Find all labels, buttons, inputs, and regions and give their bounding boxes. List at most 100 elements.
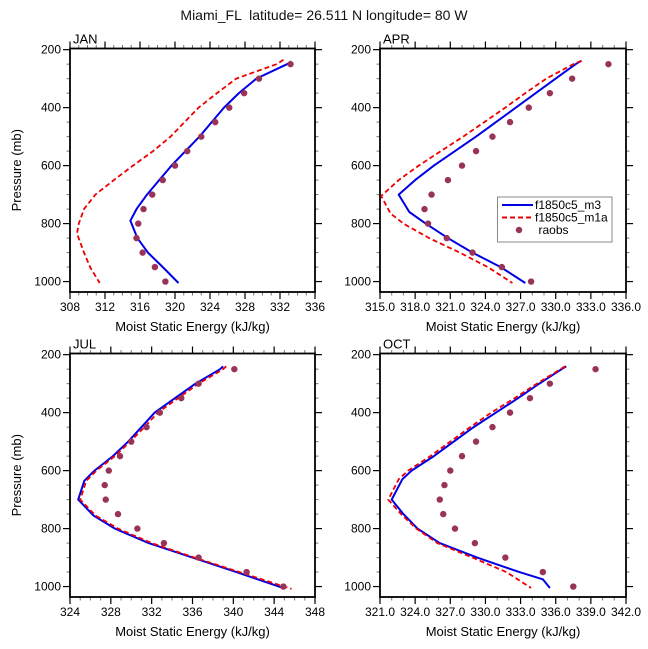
y-tick-labels: 200 400 600 800 1000 — [344, 348, 371, 594]
data-point — [226, 104, 233, 111]
y-tick-label: 800 — [41, 522, 61, 536]
x-tick-label: 308 — [60, 300, 80, 314]
panel-jan-month-label: JAN — [73, 32, 98, 47]
data-point — [149, 191, 156, 198]
y-tick-label: 600 — [351, 159, 371, 173]
y-tick-labels: 200 400 600 800 1000 — [34, 348, 61, 594]
data-point — [502, 554, 509, 561]
x-tick-label: 330.0 — [541, 300, 571, 314]
panel-jul-plot-area: 324 328 332 336 340 344 348 200 400 600 800 1000 — [34, 346, 325, 619]
data-point — [428, 191, 435, 198]
data-point — [526, 394, 534, 402]
panel-oct-month-label: OCT — [383, 337, 411, 352]
x-tick-labels: 324 328 332 336 340 344 348 — [60, 605, 325, 619]
x-tick-label: 333.0 — [576, 300, 606, 314]
x-tick-label: 315.0 — [365, 300, 395, 314]
x-tick-label: 318.0 — [400, 300, 430, 314]
panel-jan-plot-area: 308 312 316 320 324 328 332 336 200 400 600 800 1000 — [34, 41, 325, 314]
data-point — [162, 278, 169, 285]
data-point — [287, 60, 294, 68]
data-point — [436, 496, 443, 503]
data-point — [101, 481, 108, 489]
panel-jan: JAN Pressure (mb) Moist Static Energy (k… — [9, 32, 325, 335]
major-ticks — [63, 346, 322, 604]
plot-frame — [69, 47, 316, 293]
x-tick-label: 336 — [305, 300, 325, 314]
data-point — [546, 89, 554, 97]
panel-apr-month-label: APR — [383, 32, 410, 47]
y-tick-label: 200 — [351, 43, 371, 57]
data-point — [159, 176, 166, 184]
data-point — [184, 147, 191, 155]
panel-jul: JUL Pressure (mb) Moist Static Energy (k… — [9, 337, 325, 640]
data-point — [447, 467, 454, 474]
panel-oct-plot-area: 321.0 324.0 327.0 330.0 333.0 336.0 339.0 342.0… — [344, 346, 641, 619]
data-point — [605, 60, 612, 68]
x-tick-label: 333.0 — [506, 605, 536, 619]
data-point — [469, 249, 476, 256]
data-point — [444, 176, 452, 184]
x-tick-label: 330.0 — [470, 605, 500, 619]
major-ticks — [63, 41, 322, 299]
data-point — [458, 452, 466, 460]
x-tick-label: 321.0 — [365, 605, 395, 619]
x-tick-label: 328 — [235, 300, 255, 314]
series-f1850c5_m1a-line — [387, 365, 566, 589]
series-raobs-points — [133, 60, 294, 285]
data-point — [498, 263, 506, 271]
data-point — [102, 496, 109, 503]
data-point — [116, 452, 124, 460]
panel-apr: APR Moist Static Energy (kJ/kg) 315.0 318… — [344, 32, 641, 335]
panel-apr-plot-area: 315.0 318.0 321.0 324.0 327.0 330.0 333.0 336.0… — [344, 41, 641, 314]
data-point — [140, 205, 147, 213]
series-raobs-points — [101, 365, 287, 590]
data-point — [451, 525, 459, 532]
data-point — [231, 365, 238, 373]
data-point — [135, 220, 142, 227]
data-point — [143, 423, 150, 431]
y-tick-label: 400 — [41, 101, 61, 115]
series-raobs-points — [421, 60, 612, 285]
data-point — [568, 75, 576, 82]
y-tick-label: 1000 — [34, 275, 61, 289]
major-ticks — [373, 41, 633, 299]
x-tick-label: 344 — [264, 605, 284, 619]
data-point — [441, 481, 448, 489]
y-tick-label: 1000 — [344, 275, 371, 289]
panel-oct-x-axis-title: Moist Static Energy (kJ/kg) — [426, 624, 581, 639]
data-point — [506, 409, 514, 416]
major-ticks — [373, 346, 633, 604]
legend-entry-f1850c5_m1a: f1850c5_m1a — [502, 211, 608, 225]
minor-ticks — [376, 350, 630, 601]
data-point — [133, 234, 140, 242]
data-point — [424, 220, 432, 227]
y-tick-label: 600 — [351, 464, 371, 478]
series-f1850c5_m3-line — [397, 59, 583, 284]
x-tick-label: 324.0 — [400, 605, 430, 619]
x-tick-label: 320 — [165, 300, 185, 314]
panel-jul-y-axis-title: Pressure (mb) — [9, 434, 24, 516]
data-point — [443, 234, 450, 242]
data-point — [472, 147, 480, 155]
plot-frame — [379, 352, 627, 598]
panel-oct: OCT Moist Static Energy (kJ/kg) 321.0 324… — [344, 337, 641, 640]
data-point — [539, 568, 547, 576]
x-tick-label: 324 — [60, 605, 80, 619]
panel-jan-y-axis-title: Pressure (mb) — [9, 129, 24, 211]
x-tick-labels: 308 312 316 320 324 328 332 336 — [60, 300, 325, 314]
data-point — [280, 583, 287, 590]
data-point — [570, 583, 577, 590]
panel-jan-x-axis-title: Moist Static Energy (kJ/kg) — [115, 319, 270, 334]
data-point — [489, 133, 496, 140]
x-tick-label: 324.0 — [470, 300, 500, 314]
data-point — [114, 510, 122, 518]
panel-apr-x-axis-title: Moist Static Energy (kJ/kg) — [426, 319, 581, 334]
data-point — [243, 568, 250, 576]
data-point — [195, 380, 202, 387]
data-point — [156, 409, 164, 416]
panel-jul-month-label: JUL — [73, 337, 96, 352]
data-point — [160, 539, 168, 547]
data-point — [128, 438, 135, 445]
y-tick-label: 600 — [41, 159, 61, 173]
